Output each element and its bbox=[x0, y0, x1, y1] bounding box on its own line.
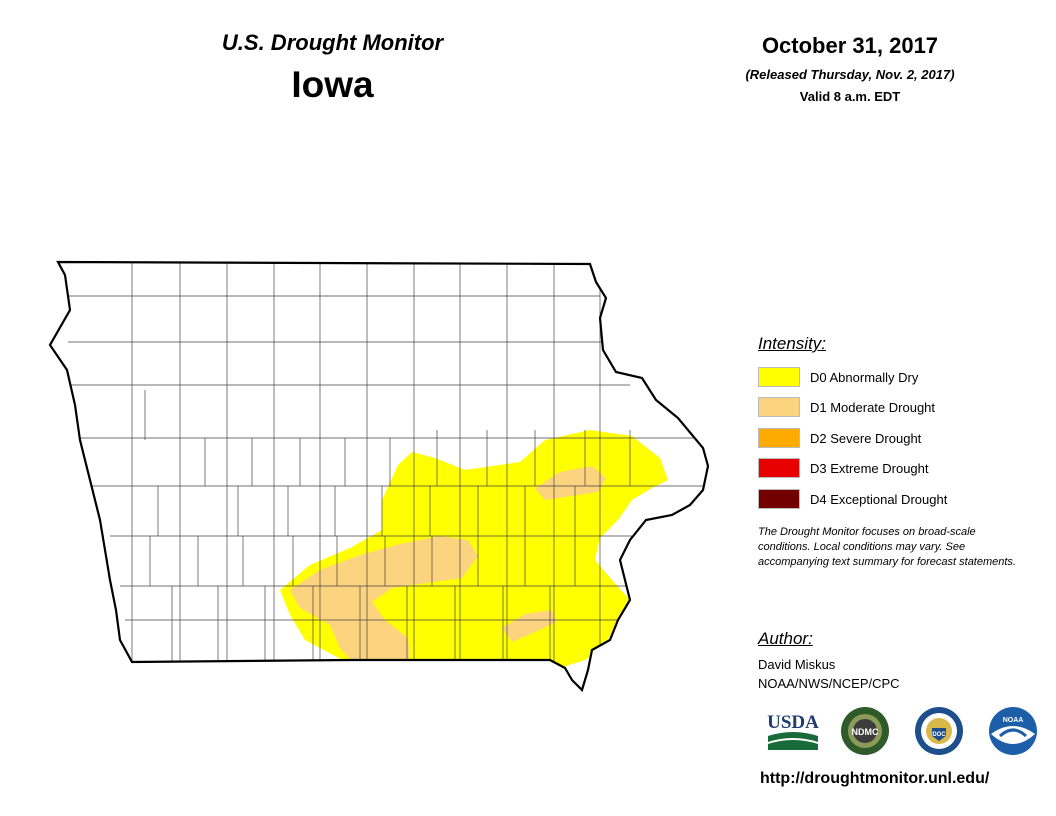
usda-logo: USDA bbox=[767, 712, 819, 750]
legend-label-d3: D3 Extreme Drought bbox=[810, 460, 929, 476]
doc-seal-logo: DOC bbox=[915, 707, 963, 755]
author-organization: NOAA/NWS/NCEP/CPC bbox=[758, 676, 900, 691]
legend-swatch-d0 bbox=[758, 367, 800, 387]
legend-item-d2: D2 Severe Drought bbox=[758, 428, 921, 448]
legend-item-d1: D1 Moderate Drought bbox=[758, 397, 935, 417]
iowa-drought-map bbox=[48, 260, 710, 693]
map-subtitle: U.S. Drought Monitor bbox=[221, 30, 444, 55]
release-date: (Released Thursday, Nov. 2, 2017) bbox=[745, 67, 955, 82]
legend-label-d1: D1 Moderate Drought bbox=[810, 399, 936, 415]
legend-label-d2: D2 Severe Drought bbox=[810, 430, 922, 446]
ndmc-logo-text: NDMC bbox=[852, 727, 879, 737]
author-title: Author: bbox=[758, 629, 813, 648]
legend-label-d4: D4 Exceptional Drought bbox=[810, 491, 948, 507]
legend-label-d0: D0 Abnormally Dry bbox=[810, 369, 919, 385]
legend-item-d0: D0 Abnormally Dry bbox=[758, 367, 918, 387]
legend-swatch-d1 bbox=[758, 397, 800, 417]
d1-moderate-drought-area-east bbox=[535, 466, 606, 500]
legend-swatch-d2 bbox=[758, 428, 800, 448]
county-boundaries bbox=[60, 262, 708, 662]
legend-item-d3: D3 Extreme Drought bbox=[758, 458, 929, 478]
map-date: October 31, 2017 bbox=[761, 33, 939, 58]
iowa-state-outline bbox=[48, 260, 710, 693]
drought-monitor-url[interactable]: http://droughtmonitor.unl.edu/ bbox=[760, 770, 990, 787]
d1-moderate-drought-area-southeast bbox=[502, 610, 556, 642]
noaa-logo: NOAA bbox=[989, 707, 1037, 755]
author-name: David Miskus bbox=[758, 657, 836, 672]
legend-item-d4: D4 Exceptional Drought bbox=[758, 489, 947, 509]
legend-swatch-d4 bbox=[758, 489, 800, 509]
legend-swatch-d3 bbox=[758, 458, 800, 478]
disclaimer-note: The Drought Monitor focuses on broad-sca… bbox=[758, 526, 1016, 568]
state-title: Iowa bbox=[291, 64, 374, 105]
doc-seal-logo-text: DOC bbox=[932, 732, 946, 738]
ndmc-logo: NDMC bbox=[841, 707, 889, 755]
usda-logo-text: USDA bbox=[767, 712, 819, 733]
noaa-logo-text: NOAA bbox=[1003, 717, 1024, 724]
valid-time: Valid 8 a.m. EDT bbox=[799, 89, 901, 104]
legend-title: Intensity: bbox=[758, 334, 827, 353]
